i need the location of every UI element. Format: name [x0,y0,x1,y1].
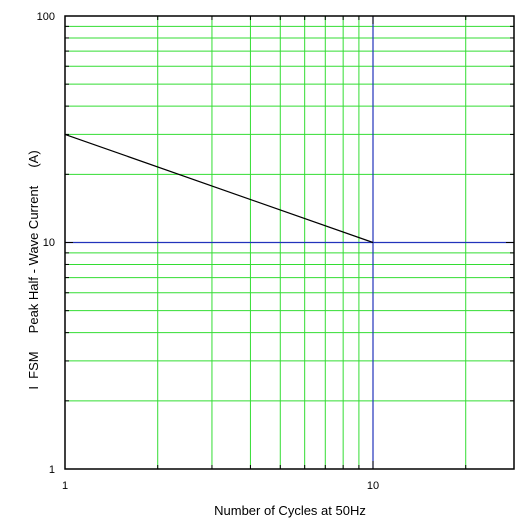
x-tick-label-10: 10 [367,480,379,492]
grid-lines [65,16,514,469]
series-line-0 [64,133,374,244]
y-axis-title: I FSM Peak Half - Wave Current (A) [26,150,41,389]
series-layer [64,133,374,244]
x-axis-title: Number of Cycles at 50Hz [214,503,366,518]
x-tick-label-1: 1 [62,480,68,492]
y-tick-label-1: 1 [49,464,55,476]
tick-marks [64,15,514,470]
y-tick-label-100: 100 [37,11,55,23]
y-tick-label-10: 10 [43,237,55,249]
